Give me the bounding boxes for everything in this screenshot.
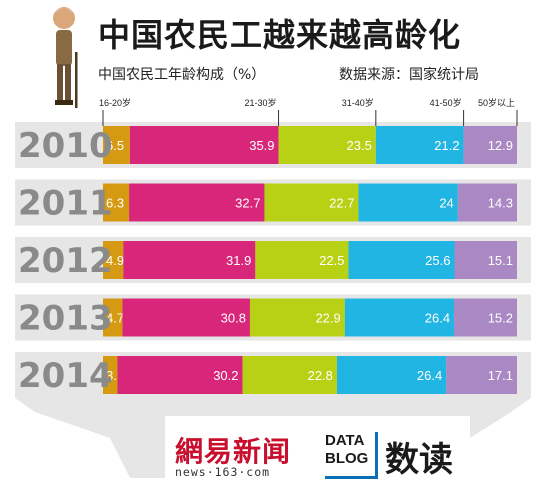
bar-segment — [278, 126, 376, 164]
netease-news-logo: 網易新闻 — [175, 435, 292, 468]
bar-segment — [123, 241, 256, 279]
page-title: 中国农民工越来越高龄化 — [98, 16, 462, 54]
chart-subtitle: 中国农民工年龄构成（%） — [98, 67, 266, 83]
footer-panel — [165, 416, 470, 478]
value-label: 30.2 — [213, 368, 238, 383]
legend-label: 41-50岁 — [430, 97, 462, 108]
value-label: 22.5 — [319, 253, 344, 268]
value-label: 22.8 — [308, 368, 333, 383]
bar-segment — [358, 183, 458, 222]
value-label: 35.9 — [249, 138, 274, 153]
bar-segment — [129, 126, 279, 164]
legend-label: 31-40岁 — [342, 97, 374, 108]
bar-segment — [255, 241, 349, 279]
bar-segment — [336, 356, 447, 394]
value-label: 22.9 — [315, 311, 340, 326]
value-label: 6.5 — [106, 138, 124, 153]
value-label: 14.3 — [488, 196, 513, 211]
bar-segment — [454, 241, 517, 279]
value-label: 4.9 — [106, 253, 124, 268]
legend-label: 16-20岁 — [99, 97, 131, 108]
value-label: 22.7 — [329, 196, 354, 211]
datablog-line2: BLOG — [325, 450, 369, 467]
bar-segment — [242, 356, 337, 394]
bar-segment — [129, 183, 265, 222]
bar-segment — [463, 126, 517, 164]
legend-label: 21-30岁 — [245, 97, 277, 108]
value-label: 21.2 — [434, 138, 459, 153]
year-label: 2013 — [18, 299, 113, 339]
value-label: 23.5 — [347, 138, 372, 153]
value-label: 12.9 — [488, 138, 513, 153]
value-label: 6.3 — [106, 196, 124, 211]
value-label: 17.1 — [488, 368, 513, 383]
year-label: 2012 — [18, 241, 113, 281]
value-label: 32.7 — [235, 196, 260, 211]
value-label: 15.2 — [488, 311, 513, 326]
bar-segment — [103, 356, 118, 394]
bar-segment — [457, 183, 517, 222]
datablog-logo: DATA BLOG — [325, 432, 378, 479]
value-label: 4.7 — [106, 311, 124, 326]
value-label: 30.8 — [221, 311, 246, 326]
netease-url: news·163·com — [175, 465, 271, 479]
bar-segment — [446, 356, 517, 394]
year-label: 2014 — [18, 356, 113, 396]
bar-segment — [454, 298, 517, 337]
shudu-logo: 数读 — [385, 440, 453, 480]
bar-segment — [249, 298, 345, 337]
bar-segment — [122, 298, 250, 337]
year-label: 2011 — [18, 184, 113, 224]
value-label: 24 — [439, 196, 453, 211]
year-label: 2010 — [18, 126, 113, 166]
datablog-line1: DATA — [325, 432, 365, 449]
bar-segment — [103, 126, 130, 164]
value-label: 26.4 — [417, 368, 442, 383]
data-source: 数据来源：国家统计局 — [339, 67, 479, 83]
value-label: 25.6 — [425, 253, 450, 268]
bar-segment — [103, 183, 130, 222]
elderly-worker-icon — [53, 7, 78, 108]
bar-segment — [375, 126, 464, 164]
legend-label: 50岁以上 — [478, 97, 515, 108]
bar-segment — [344, 298, 455, 337]
value-label: 31.9 — [226, 253, 251, 268]
bar-segment — [117, 356, 243, 394]
bar-segment — [103, 298, 123, 337]
value-label: 26.4 — [425, 311, 450, 326]
bar-segment — [348, 241, 455, 279]
bar-segment — [264, 183, 359, 222]
value-label: 15.1 — [488, 253, 513, 268]
bar-segment — [103, 241, 124, 279]
